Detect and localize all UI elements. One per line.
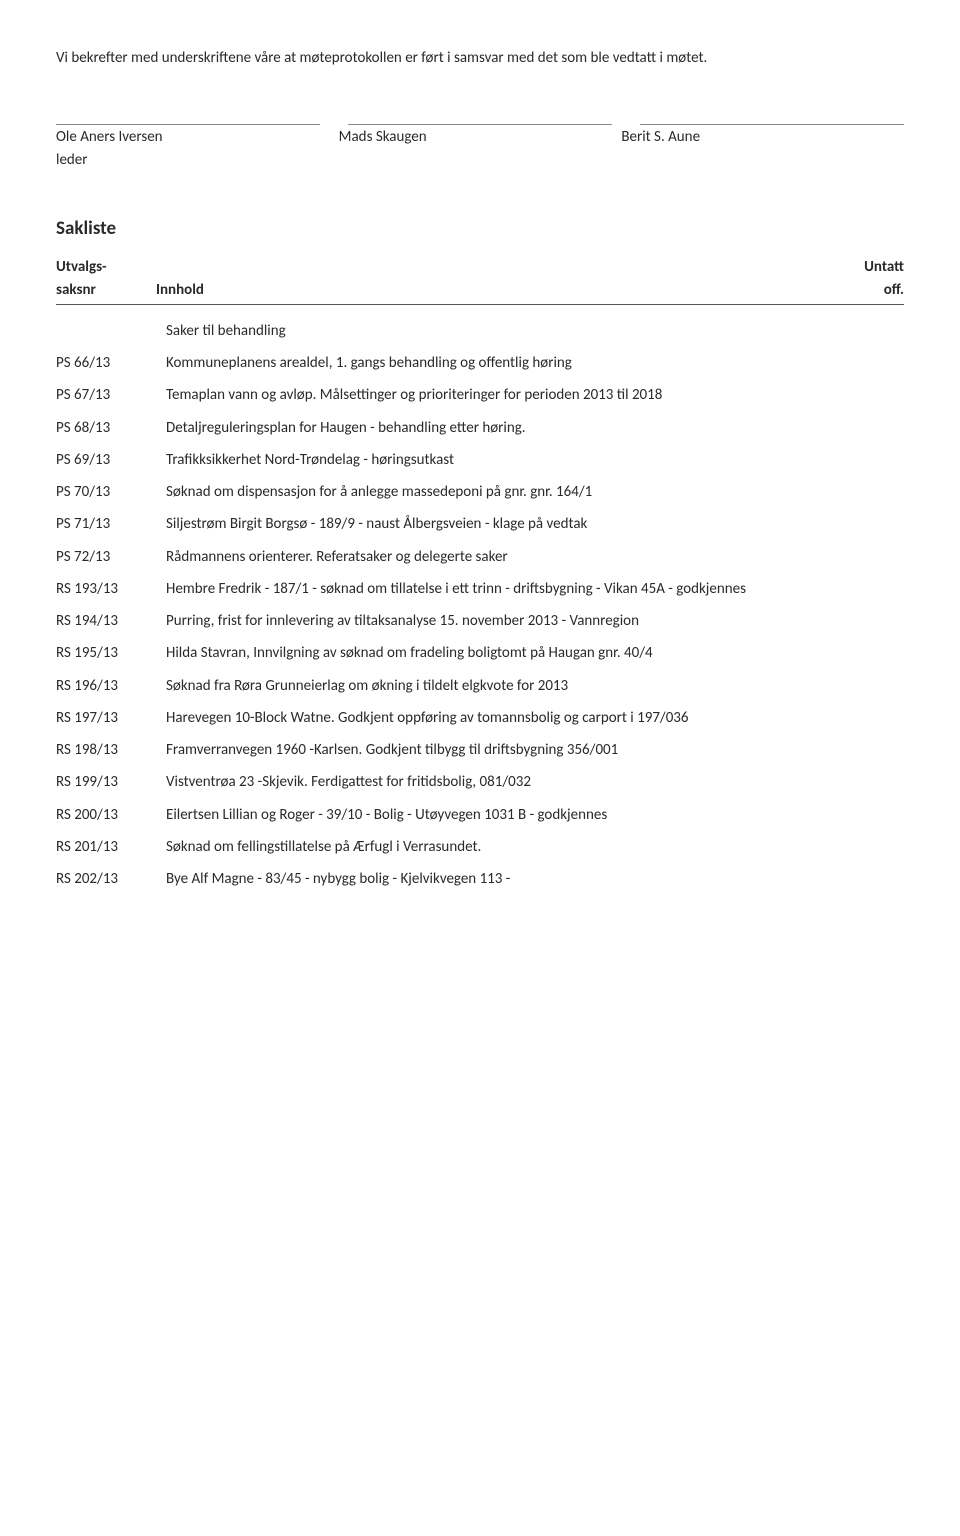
table-row: RS 193/13Hembre Fredrik - 187/1 - søknad… [56,573,904,605]
saksnr-cell: PS 71/13 [56,508,166,540]
table-row: PS 69/13Trafikksikkerhet Nord-Trøndelag … [56,444,904,476]
leder-label: leder [56,150,904,170]
col-innhold-label: Innhold [156,280,814,302]
innhold-cell: Søknad om dispensasjon for å anlegge mas… [166,476,904,508]
innhold-cell: Hilda Stavran, Innvilgning av søknad om … [166,637,904,669]
saksnr-cell: RS 197/13 [56,702,166,734]
intro-text: Vi bekrefter med underskriftene våre at … [56,48,904,68]
saksnr-cell: RS 196/13 [56,670,166,702]
sakliste-heading: Sakliste [56,216,904,242]
subheading-text: Saker til behandling [166,315,904,347]
signer-names-row: Ole Aners Iversen Mads Skaugen Berit S. … [56,127,904,147]
innhold-cell: Trafikksikkerhet Nord-Trøndelag - høring… [166,444,904,476]
innhold-cell: Bye Alf Magne - 83/45 - nybygg bolig - K… [166,863,904,895]
signature-line [348,124,612,125]
innhold-cell: Harevegen 10-Block Watne. Godkjent oppfø… [166,702,904,734]
innhold-cell: Søknad fra Røra Grunneierlag om økning i… [166,670,904,702]
header-rule [56,304,904,305]
table-row: PS 72/13Rådmannens orienterer. Referatsa… [56,541,904,573]
table-row: RS 201/13Søknad om fellingstillatelse på… [56,831,904,863]
saksnr-cell: PS 69/13 [56,444,166,476]
saksnr-cell: PS 68/13 [56,412,166,444]
table-row: PS 71/13Siljestrøm Birgit Borgsø - 189/9… [56,508,904,540]
innhold-cell: Framverranvegen 1960 -Karlsen. Godkjent … [166,734,904,766]
innhold-cell: Temaplan vann og avløp. Målsettinger og … [166,379,904,411]
column-header-table: Utvalgs- Untatt saksnr Innhold off. [56,257,904,302]
innhold-cell: Siljestrøm Birgit Borgsø - 189/9 - naust… [166,508,904,540]
signer-name: Ole Aners Iversen [56,127,339,147]
table-row: PS 70/13Søknad om dispensasjon for å anl… [56,476,904,508]
table-row: PS 67/13Temaplan vann og avløp. Målsetti… [56,379,904,411]
table-row: PS 68/13Detaljreguleringsplan for Haugen… [56,412,904,444]
innhold-cell: Detaljreguleringsplan for Haugen - behan… [166,412,904,444]
saksnr-cell: RS 198/13 [56,734,166,766]
innhold-cell: Rådmannens orienterer. Referatsaker og d… [166,541,904,573]
signature-line [640,124,904,125]
signature-lines [56,124,904,125]
table-row: PS 66/13Kommuneplanens arealdel, 1. gang… [56,347,904,379]
signer-name: Mads Skaugen [339,127,622,147]
saksnr-cell: RS 194/13 [56,605,166,637]
saksnr-cell: RS 193/13 [56,573,166,605]
saksnr-cell: RS 202/13 [56,863,166,895]
innhold-cell: Purring, frist for innlevering av tiltak… [166,605,904,637]
saker-table: Saker til behandling PS 66/13Kommuneplan… [56,315,904,896]
innhold-cell: Søknad om fellingstillatelse på Ærfugl i… [166,831,904,863]
saksnr-cell: RS 199/13 [56,766,166,798]
saksnr-cell: PS 66/13 [56,347,166,379]
saksnr-cell: RS 200/13 [56,799,166,831]
saksnr-cell: RS 195/13 [56,637,166,669]
innhold-cell: Eilertsen Lillian og Roger - 39/10 - Bol… [166,799,904,831]
innhold-cell: Vistventrøa 23 -Skjevik. Ferdigattest fo… [166,766,904,798]
table-row: RS 196/13Søknad fra Røra Grunneierlag om… [56,670,904,702]
table-row: RS 202/13Bye Alf Magne - 83/45 - nybygg … [56,863,904,895]
col-off-label: off. [814,280,904,302]
saksnr-cell: PS 67/13 [56,379,166,411]
table-row: RS 197/13Harevegen 10-Block Watne. Godkj… [56,702,904,734]
saksnr-cell: RS 201/13 [56,831,166,863]
subheading-row: Saker til behandling [56,315,904,347]
innhold-cell: Kommuneplanens arealdel, 1. gangs behand… [166,347,904,379]
saksnr-cell: PS 72/13 [56,541,166,573]
table-row: RS 199/13Vistventrøa 23 -Skjevik. Ferdig… [56,766,904,798]
table-row: RS 200/13Eilertsen Lillian og Roger - 39… [56,799,904,831]
col-saksnr-label: saksnr [56,280,156,302]
saksnr-cell: PS 70/13 [56,476,166,508]
signature-line [56,124,320,125]
table-row: RS 195/13Hilda Stavran, Innvilgning av s… [56,637,904,669]
table-row: RS 194/13Purring, frist for innlevering … [56,605,904,637]
col-utvalgs-label: Utvalgs- [56,257,156,279]
signer-name: Berit S. Aune [621,127,904,147]
col-untatt-label: Untatt [814,257,904,279]
table-row: RS 198/13Framverranvegen 1960 -Karlsen. … [56,734,904,766]
innhold-cell: Hembre Fredrik - 187/1 - søknad om tilla… [166,573,904,605]
